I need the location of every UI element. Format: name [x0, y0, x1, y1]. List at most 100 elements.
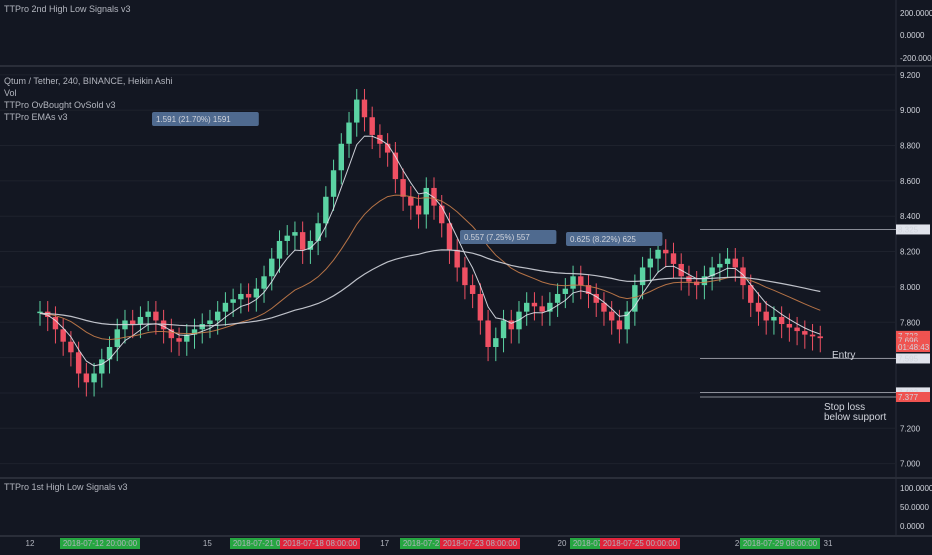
bottom-pane-title: TTPro 1st High Low Signals v3 — [4, 482, 128, 492]
candle — [809, 334, 816, 337]
candle — [284, 235, 290, 241]
candle — [601, 302, 607, 312]
time-tick-label: 17 — [380, 539, 389, 548]
candle — [315, 223, 321, 241]
candle — [346, 122, 352, 144]
candle — [485, 320, 491, 347]
candle — [771, 316, 777, 321]
time-tag-red-label: 2018-07-23 08:00:00 — [443, 539, 518, 548]
candle — [214, 311, 221, 321]
time-tick-label: 26 — [735, 539, 744, 548]
candle — [68, 341, 74, 353]
candle — [184, 334, 190, 342]
candle — [408, 196, 414, 206]
candle — [655, 249, 661, 259]
price-tag-label: 7.696 — [898, 337, 919, 346]
candle — [60, 329, 66, 342]
candle — [778, 316, 785, 325]
candle — [400, 179, 406, 197]
time-tag-red-label: 2018-07-25 00:00:00 — [603, 539, 678, 548]
candle — [570, 276, 576, 289]
bottom-axis-label: 0.0000 — [900, 522, 925, 531]
candle — [717, 263, 723, 268]
candle — [423, 187, 429, 215]
measure-label-bg — [460, 230, 557, 244]
candle — [230, 299, 236, 303]
main-legend: Qtum / Tether, 240, BINANCE, Heikin Ashi… — [4, 75, 172, 123]
price-axis-label: 9.000 — [900, 106, 921, 115]
candle — [663, 249, 669, 254]
time-tick-label: 20 — [558, 539, 567, 548]
price-axis-label: 8.800 — [900, 142, 921, 151]
candle — [52, 316, 59, 330]
time-tick-label: 12 — [26, 539, 35, 548]
candle — [802, 331, 808, 335]
annotation-text: Stop loss — [824, 402, 865, 413]
measure-label: 0.557 (7.25%) 557 — [464, 233, 530, 242]
candle — [724, 258, 731, 264]
candle — [454, 249, 460, 268]
candle — [415, 205, 422, 215]
candle — [276, 240, 283, 259]
price-tag-label: 7.377 — [898, 393, 919, 402]
time-tag-green — [230, 538, 310, 549]
time-tag-green — [740, 538, 820, 549]
candle — [238, 293, 244, 300]
candle — [554, 293, 561, 303]
candle — [307, 240, 314, 250]
candle — [593, 293, 599, 303]
price-axis-label: 8.200 — [900, 248, 921, 257]
candle — [763, 311, 769, 321]
time-tag-red — [600, 538, 680, 549]
candle — [462, 267, 468, 286]
candle — [562, 288, 569, 294]
bottom-axis-label: 50.0000 — [900, 503, 929, 512]
ema-fast-line — [39, 135, 821, 367]
candle — [709, 267, 715, 277]
candle — [670, 253, 677, 264]
candle — [176, 338, 182, 342]
candle — [624, 311, 630, 330]
time-tag-green-label: 2018-07-21 08:00:00 — [233, 539, 308, 548]
top-axis-label: 200.0000 — [900, 9, 932, 18]
candle — [75, 352, 82, 374]
candle — [531, 302, 538, 307]
time-tick-label: 15 — [203, 539, 212, 548]
measure-label-bg — [566, 232, 663, 246]
price-axis-label: 8.600 — [900, 177, 921, 186]
measure-label-bg — [152, 112, 259, 126]
candle — [524, 302, 530, 312]
candle — [253, 288, 260, 298]
candle — [608, 311, 615, 321]
bottom-axis-label: 100.0000 — [900, 484, 932, 493]
candle — [632, 285, 638, 312]
legend-ovbought: TTPro OvBought OvSold v3 — [4, 100, 116, 110]
candle — [384, 143, 391, 153]
candle — [794, 327, 800, 332]
candle — [446, 223, 453, 250]
price-axis-label: 8.000 — [900, 283, 921, 292]
candle — [269, 258, 275, 277]
candle — [539, 306, 545, 312]
candle — [191, 329, 198, 335]
legend-symbol: Qtum / Tether, 240, BINANCE, Heikin Ashi — [4, 76, 173, 86]
candle — [748, 285, 754, 303]
annotation-text: Entry — [832, 350, 855, 361]
candle — [493, 338, 499, 347]
candle — [508, 320, 514, 330]
top-pane-title: TTPro 2nd High Low Signals v3 — [4, 4, 131, 14]
top-axis-label: -200.0000 — [900, 54, 932, 63]
candle — [477, 293, 484, 321]
candle — [222, 302, 229, 312]
candle — [292, 232, 298, 236]
candle — [261, 276, 267, 289]
price-axis-label: 9.200 — [900, 71, 921, 80]
candle — [160, 320, 167, 330]
ema-slow-line — [39, 249, 821, 327]
candle — [639, 267, 646, 286]
candle — [392, 152, 399, 180]
candle — [585, 285, 592, 294]
candle — [547, 302, 553, 312]
